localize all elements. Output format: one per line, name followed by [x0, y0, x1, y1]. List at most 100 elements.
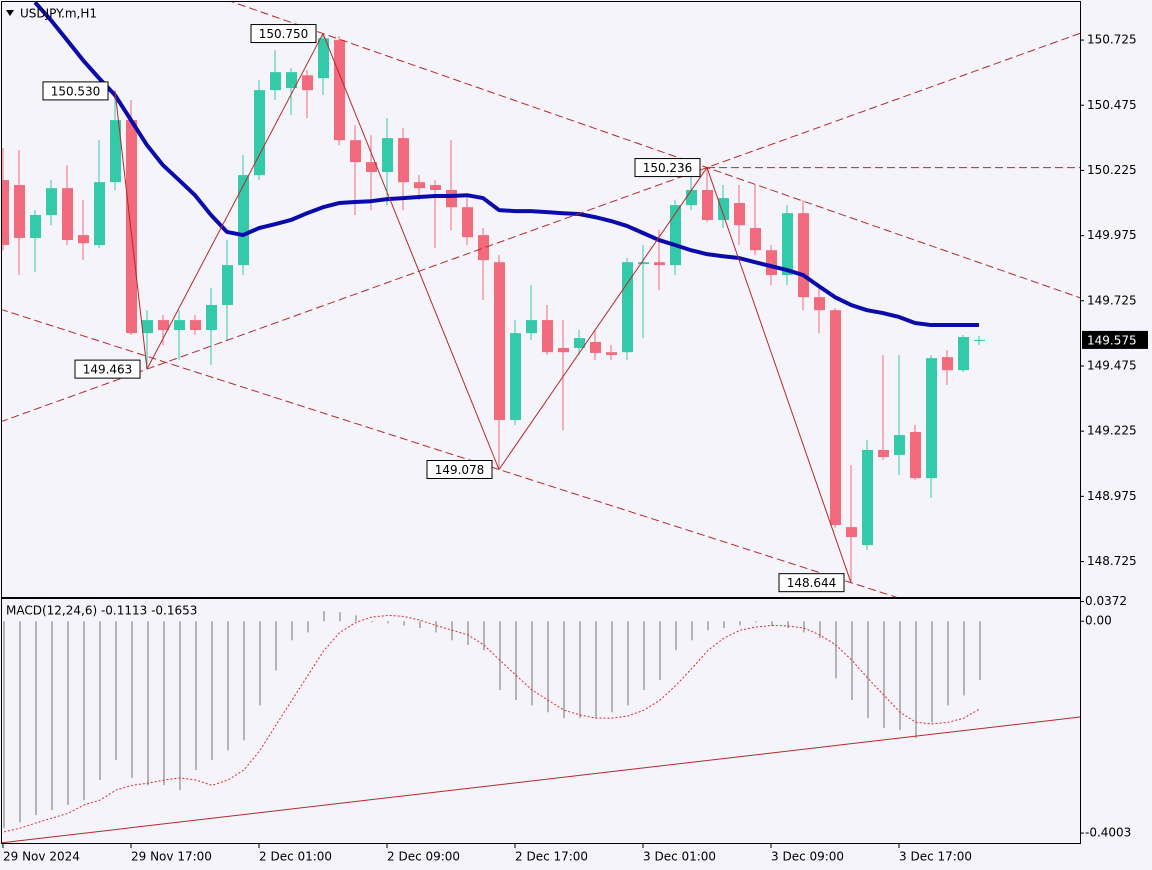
- zigzag: [498, 167, 708, 470]
- trend-line: [231, 2, 1080, 299]
- candle-body: [478, 235, 489, 261]
- annotation-label: 149.078: [435, 463, 485, 477]
- annotation-label: 150.750: [259, 27, 309, 41]
- y-tick-label: 0.0372: [1085, 594, 1127, 608]
- x-tick-label: 2 Dec 01:00: [259, 850, 332, 864]
- candle-body: [430, 185, 441, 190]
- macd-panel: [1, 598, 1081, 844]
- candle-body: [974, 339, 985, 341]
- annotation-label: 150.530: [51, 84, 101, 98]
- x-tick-label: 3 Dec 01:00: [643, 850, 716, 864]
- candle-body: [126, 120, 137, 334]
- candle-body: [606, 352, 617, 356]
- annotation-box: [42, 81, 109, 101]
- menu-triangle[interactable]: [6, 10, 14, 16]
- price-plot: 150.530 149.463 150.750 149.078 150.236 148.6…: [2, 2, 1080, 597]
- zigzag: [114, 90, 148, 370]
- candle-body: [862, 449, 873, 546]
- x-tick-label: 2 Dec 09:00: [387, 850, 460, 864]
- y-tick-label: 148.975: [1087, 489, 1137, 503]
- y-tick-label: 0.00: [1085, 614, 1112, 628]
- x-tick-label: 3 Dec 17:00: [899, 850, 972, 864]
- candle-body: [366, 162, 377, 172]
- y-tick-label: 150.475: [1087, 98, 1137, 112]
- candle-body: [446, 189, 457, 208]
- candle-body: [542, 320, 553, 353]
- current-price-box: [1082, 330, 1148, 349]
- x-tick-label: 29 Nov 17:00: [131, 850, 212, 864]
- candle-body: [350, 140, 361, 163]
- candle-body: [222, 265, 233, 305]
- candle-body: [174, 320, 185, 331]
- current-price-label: 149.575: [1087, 333, 1137, 347]
- x-tick-label: 2 Dec 17:00: [515, 850, 588, 864]
- candle-body: [830, 310, 841, 526]
- candle-body: [782, 213, 793, 275]
- price-panel: [1, 1, 1081, 598]
- annotation-box: [250, 24, 317, 44]
- candle-body: [958, 337, 969, 371]
- candle-body: [414, 182, 425, 189]
- candle-body: [78, 235, 89, 244]
- candle-body: [206, 304, 217, 331]
- candle-body: [382, 138, 393, 172]
- candle-body: [638, 262, 649, 265]
- x-tick-label: 29 Nov 2024: [3, 850, 80, 864]
- axes: 150.725 150.475 150.225 149.975 149.725 149.4…: [2, 33, 1148, 864]
- candle-body: [62, 188, 73, 241]
- zigzag: [706, 167, 852, 583]
- annotation-box: [778, 573, 845, 593]
- candle-body: [798, 213, 809, 298]
- candle-body: [14, 185, 25, 238]
- candle-body: [718, 198, 729, 220]
- candle-body: [494, 262, 505, 420]
- macd-plot: [2, 611, 1080, 843]
- candle-body: [254, 90, 265, 176]
- candle-body: [894, 435, 905, 455]
- candle-body: [766, 250, 777, 275]
- y-tick-label: 148.725: [1087, 554, 1137, 568]
- annotation-box: [74, 359, 141, 379]
- candle-body: [46, 188, 57, 216]
- candle-body: [558, 347, 569, 353]
- annotation-label: 150.236: [643, 161, 693, 175]
- candle-body: [878, 449, 889, 457]
- candle-body: [702, 189, 713, 220]
- candle-body: [526, 320, 537, 334]
- y-tick-label: 149.975: [1087, 228, 1137, 242]
- candle-body: [910, 431, 921, 479]
- candle-body: [2, 180, 9, 246]
- candle-body: [750, 228, 761, 251]
- trend-line: [2, 309, 898, 597]
- y-tick-label: 150.225: [1087, 163, 1137, 177]
- zigzag: [322, 33, 500, 470]
- candle-body: [670, 205, 681, 266]
- candle-body: [654, 262, 665, 266]
- candle-body: [398, 138, 409, 183]
- annotation-label: 149.463: [83, 363, 133, 377]
- candle-body: [942, 357, 953, 371]
- candle-body: [142, 320, 153, 334]
- y-tick-label: 149.475: [1087, 358, 1137, 372]
- moving-average: [33, 2, 979, 328]
- annotation-label: 148.644: [787, 576, 837, 590]
- candle-body: [270, 72, 281, 91]
- annotation-box: [426, 460, 493, 479]
- candle-body: [302, 75, 313, 91]
- candle-body: [190, 320, 201, 331]
- candle-body: [94, 182, 105, 246]
- candle-body: [158, 320, 169, 331]
- y-tick-label: 149.225: [1087, 424, 1137, 438]
- signal-line: [3, 614, 981, 833]
- y-tick-label: -0.4003: [1085, 826, 1131, 840]
- x-tick-label: 3 Dec 09:00: [771, 850, 844, 864]
- macd-title: MACD(12,24,6) -0.1113 -0.1653: [6, 604, 197, 618]
- candle-body: [110, 120, 121, 183]
- candle-body: [334, 40, 345, 141]
- candle-body: [318, 38, 329, 79]
- candle-body: [686, 189, 697, 206]
- chart-title: USDJPY.m,H1: [20, 7, 97, 21]
- macd-trend-line: [2, 716, 1080, 843]
